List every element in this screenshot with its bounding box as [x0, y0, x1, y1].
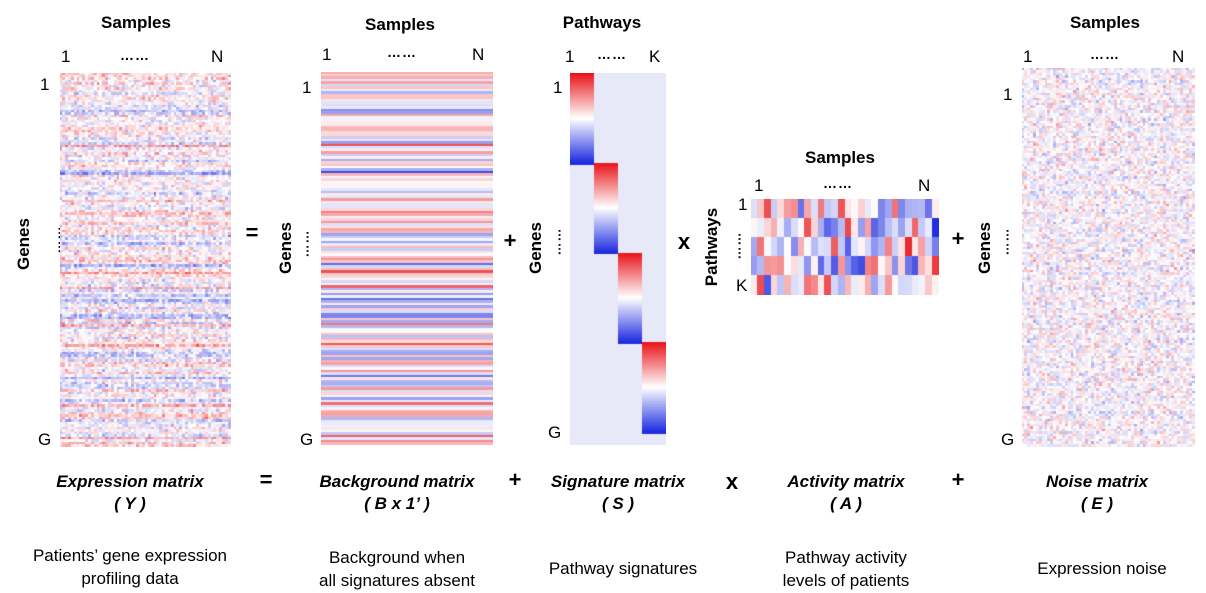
background-samples-header: Samples: [365, 15, 435, 34]
times-operator-1: x: [677, 229, 691, 254]
activity-samples-header: Samples: [805, 148, 875, 167]
activity-row-end-label: K: [736, 276, 748, 295]
background-row-start-label: 1: [302, 78, 312, 97]
noise-matrix-symbol: ( E ): [1080, 494, 1114, 513]
activity-pathways-label: Pathways: [702, 207, 721, 287]
signature-matrix-symbol: ( S ): [601, 494, 635, 513]
activity-row-dots: ……: [728, 231, 744, 260]
signature-matrix-title: Signature matrix: [550, 472, 686, 491]
noise-row-dots: ……: [996, 227, 1012, 256]
signature-row-dots: ……: [548, 227, 564, 256]
activity-col-start-label: 1: [754, 176, 764, 195]
noise-samples-header: Samples: [1070, 13, 1140, 32]
expression-matrix-heatmap: [60, 73, 231, 447]
background-matrix-symbol: ( B x 1’ ): [364, 494, 430, 513]
noise-col-end-label: N: [1172, 47, 1185, 66]
background-row-end-label: G: [300, 430, 314, 449]
signature-col-end-label: K: [649, 47, 661, 66]
signature-matrix-heatmap: [570, 73, 666, 445]
noise-row-start-label: 1: [1003, 85, 1013, 104]
signature-col-dots: ……: [597, 46, 627, 62]
background-col-end-label: N: [472, 45, 485, 64]
signature-description-line-1: Pathway signatures: [548, 559, 698, 578]
noise-matrix-description: Expression noise: [1002, 557, 1202, 580]
noise-row-end-label: G: [1001, 430, 1015, 449]
activity-matrix-heatmap: [751, 199, 939, 295]
noise-col-dots: ……: [1090, 46, 1120, 62]
expression-row-start-label: 1: [40, 75, 50, 94]
expression-row-end-label: G: [38, 430, 52, 449]
signature-col-start-label: 1: [565, 47, 575, 66]
signature-matrix-description: Pathway signatures: [518, 557, 728, 580]
activity-row-start-label: 1: [738, 195, 748, 214]
expression-col-start-label: 1: [61, 47, 71, 66]
background-row-dots: ……: [296, 229, 312, 258]
plus-operator-bottom-2: +: [951, 467, 965, 492]
background-description-line-2: all signatures absent: [319, 571, 475, 590]
expression-genes-label: Genes: [14, 218, 33, 270]
equals-operator-bottom: =: [259, 467, 273, 492]
background-col-start-label: 1: [322, 45, 332, 64]
plus-operator-1: +: [503, 228, 517, 253]
times-operator-bottom: x: [725, 469, 739, 494]
background-matrix-description: Background when all signatures absent: [287, 546, 507, 592]
signature-pathways-header: Pathways: [562, 13, 642, 32]
background-col-dots: ……: [387, 44, 417, 60]
activity-matrix-description: Pathway activity levels of patients: [746, 546, 946, 592]
noise-genes-label: Genes: [975, 222, 994, 274]
expression-matrix-title: Expression matrix: [56, 472, 204, 491]
expression-col-end-label: N: [211, 47, 224, 66]
background-genes-label: Genes: [276, 222, 295, 274]
expression-matrix-symbol: ( Y ): [114, 494, 146, 513]
activity-description-line-1: Pathway activity: [785, 548, 907, 567]
signature-genes-label: Genes: [526, 222, 545, 274]
activity-col-dots: ……: [823, 175, 853, 191]
expression-description-line-1: Patients’ gene expression: [32, 546, 228, 565]
plus-operator-bottom-1: +: [508, 467, 522, 492]
signature-row-start-label: 1: [553, 78, 563, 97]
expression-samples-header: Samples: [101, 13, 171, 32]
noise-matrix-heatmap: [1022, 68, 1195, 447]
activity-matrix-symbol: ( A ): [830, 494, 862, 513]
activity-description-line-2: levels of patients: [782, 571, 910, 590]
plus-operator-2: +: [951, 226, 965, 251]
activity-col-end-label: N: [918, 176, 931, 195]
noise-col-start-label: 1: [1023, 47, 1033, 66]
noise-description-line-1: Expression noise: [1037, 559, 1167, 578]
signature-row-end-label: G: [548, 423, 562, 442]
activity-matrix-title: Activity matrix: [787, 472, 905, 491]
expression-matrix-description: Patients’ gene expression profiling data: [10, 544, 250, 590]
background-description-line-1: Background when: [328, 548, 466, 567]
background-matrix-heatmap: [321, 72, 493, 445]
expression-description-line-2: profiling data: [81, 569, 179, 588]
background-matrix-title: Background matrix: [319, 472, 475, 491]
expression-col-dots: ……: [120, 47, 150, 63]
equals-operator: =: [245, 220, 259, 245]
noise-matrix-title: Noise matrix: [1045, 472, 1149, 491]
